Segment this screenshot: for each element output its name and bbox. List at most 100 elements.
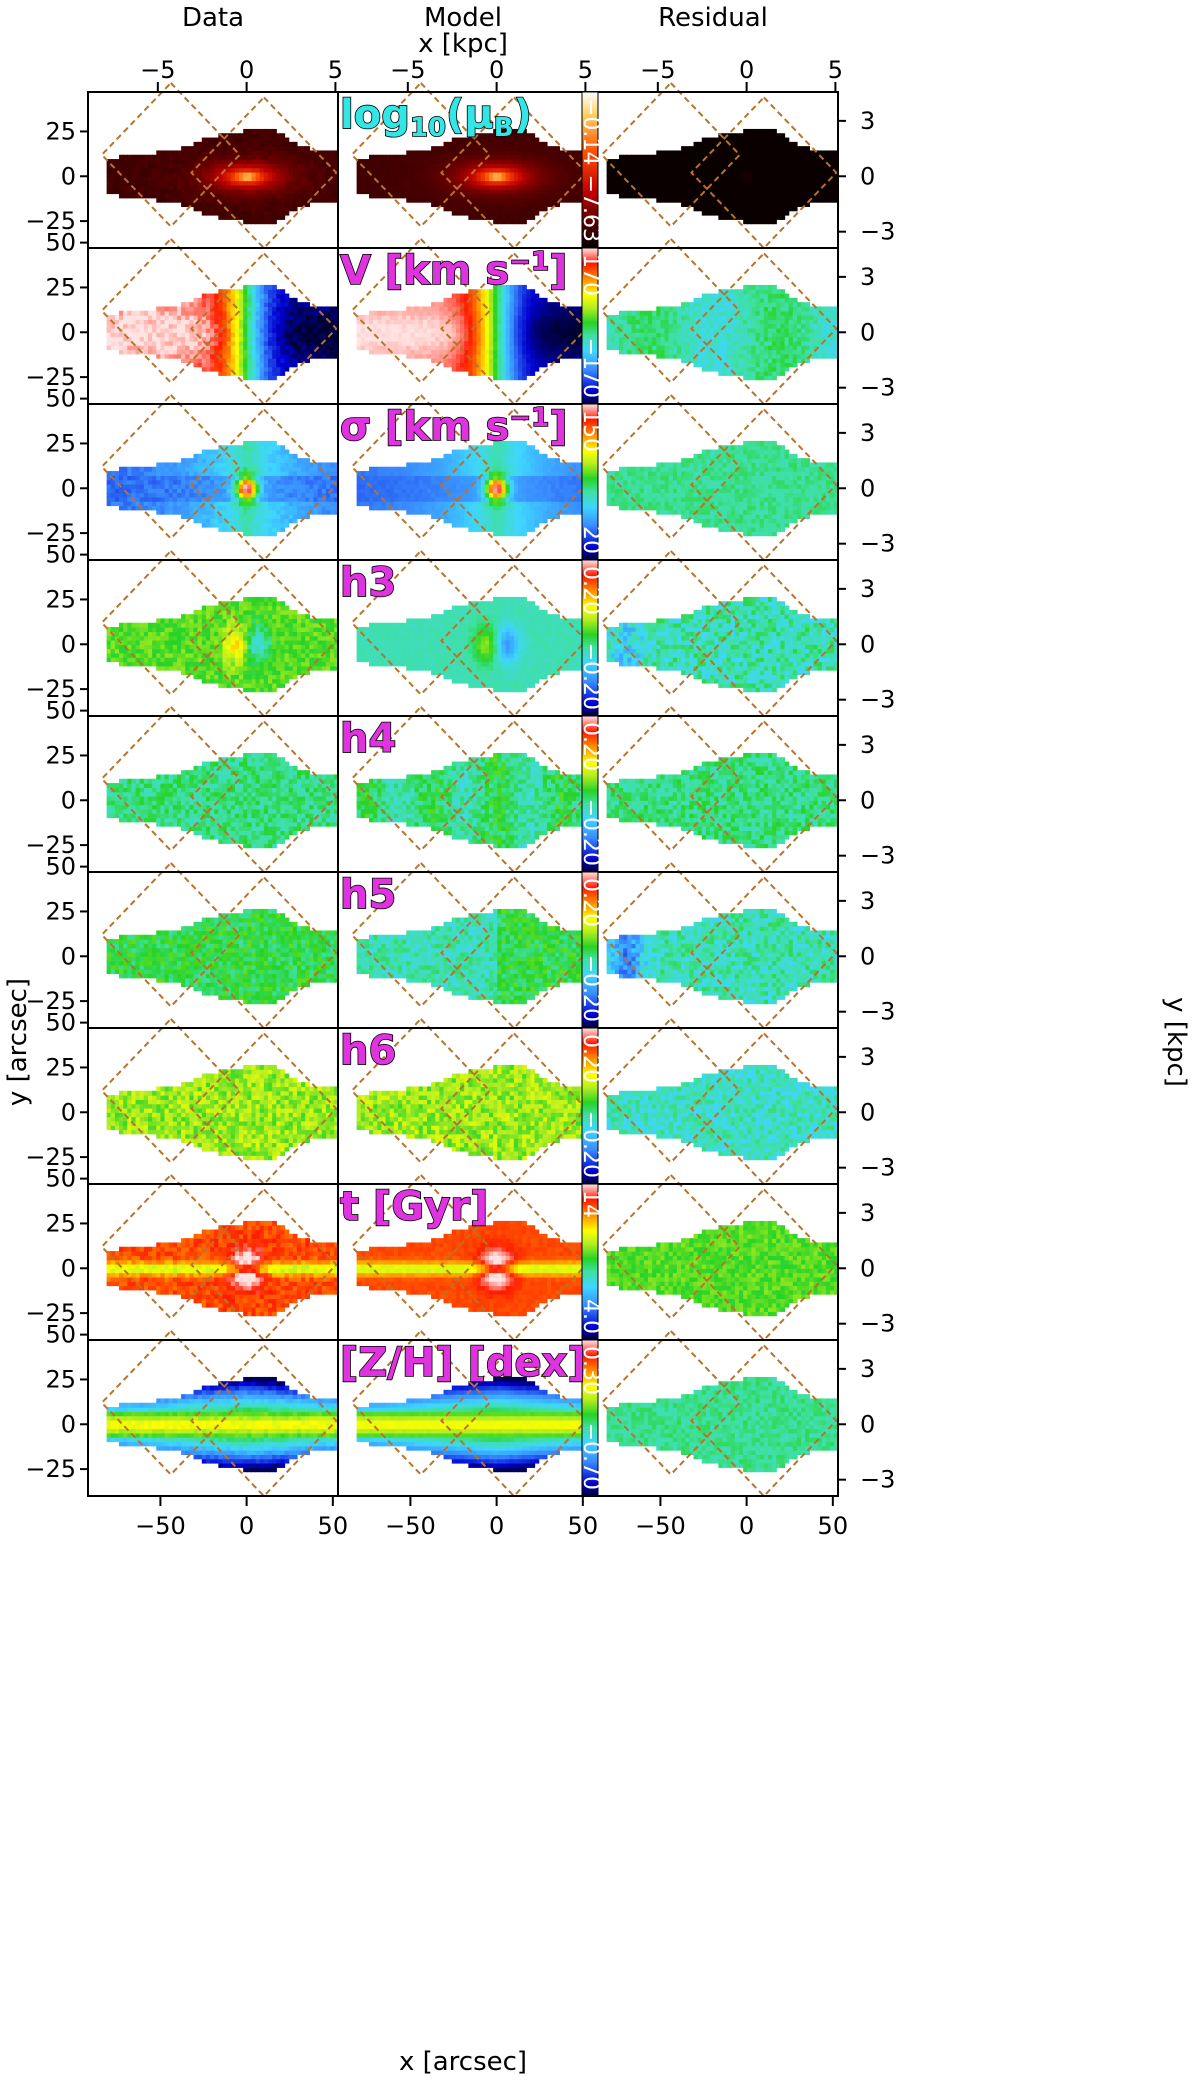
map-pixel <box>788 353 794 359</box>
map-pixel <box>722 345 728 351</box>
map-pixel <box>259 133 265 139</box>
map-pixel <box>534 349 540 355</box>
map-pixel <box>555 159 560 164</box>
map-pixel <box>385 159 391 164</box>
map-pixel <box>668 336 674 342</box>
map-pixel <box>426 184 432 190</box>
map-pixel <box>226 306 232 312</box>
map-pixel <box>263 319 269 325</box>
map-pixel <box>522 297 527 303</box>
map-pixel <box>635 193 641 199</box>
map-pixel <box>152 154 157 160</box>
map-pixel <box>730 159 736 164</box>
map-pixel <box>422 180 428 186</box>
map-pixel <box>809 189 815 195</box>
map-pixel <box>288 362 294 368</box>
map-pixel <box>234 319 240 325</box>
map-pixel <box>119 167 124 173</box>
map-pixel <box>513 371 519 376</box>
map-pixel <box>522 366 527 372</box>
map-pixel <box>652 159 657 164</box>
map-pixel <box>218 327 224 333</box>
map-pixel <box>455 358 461 363</box>
map-pixel <box>152 323 157 329</box>
map-pixel <box>276 180 282 186</box>
map-pixel <box>164 189 170 195</box>
map-pixel <box>509 210 515 216</box>
map-pixel <box>110 323 116 329</box>
map-pixel <box>309 176 315 182</box>
map-pixel <box>443 349 449 355</box>
map-pixel <box>567 180 573 186</box>
map-pixel <box>156 353 162 359</box>
map-pixel <box>830 159 835 164</box>
map-pixel <box>718 189 724 195</box>
map-pixel <box>693 362 699 368</box>
map-pixel <box>705 302 711 308</box>
map-pixel <box>685 349 690 355</box>
map-pixel <box>493 184 498 190</box>
map-pixel <box>243 289 248 295</box>
map-pixel <box>505 146 511 152</box>
map-pixel <box>268 154 273 160</box>
map-pixel <box>522 159 527 164</box>
map-pixel <box>189 197 195 203</box>
map-pixel <box>247 215 253 220</box>
map-pixel <box>513 353 519 359</box>
map-pixel <box>460 319 465 325</box>
map-pixel <box>119 193 124 199</box>
map-pixel <box>571 349 577 355</box>
map-pixel <box>563 167 569 173</box>
map-pixel <box>635 345 641 351</box>
map-pixel <box>330 154 335 160</box>
map-pixel <box>239 141 244 147</box>
map-pixel <box>305 171 310 177</box>
map-pixel <box>563 150 569 156</box>
map-pixel <box>243 327 248 333</box>
map-pixel <box>455 171 461 177</box>
map-pixel <box>148 176 153 182</box>
map-pixel <box>784 358 790 363</box>
map-pixel <box>693 310 699 316</box>
map-pixel <box>284 306 290 312</box>
map-pixel <box>239 302 244 308</box>
map-pixel <box>538 184 544 190</box>
map-pixel <box>497 327 503 333</box>
map-pixel <box>426 159 432 164</box>
map-pixel <box>447 310 453 316</box>
map-pixel <box>493 189 498 195</box>
map-pixel <box>426 315 432 320</box>
map-pixel <box>406 319 412 325</box>
map-pixel <box>501 349 507 355</box>
map-pixel <box>110 180 116 186</box>
map-pixel <box>722 358 728 363</box>
map-pixel <box>230 141 236 147</box>
map-pixel <box>185 176 190 182</box>
map-pixel <box>414 353 420 359</box>
map-pixel <box>284 150 290 156</box>
map-pixel <box>472 180 478 186</box>
map-pixel <box>292 193 298 199</box>
map-pixel <box>505 284 511 290</box>
map-pixel <box>205 189 211 195</box>
map-pixel <box>251 340 257 346</box>
map-pixel <box>643 349 649 355</box>
map-pixel <box>493 210 498 216</box>
map-pixel <box>259 358 265 363</box>
map-pixel <box>210 184 215 190</box>
map-pixel <box>726 146 732 152</box>
map-pixel <box>119 154 124 160</box>
map-pixel <box>197 141 203 147</box>
map-pixel <box>234 133 240 139</box>
map-pixel <box>631 332 637 338</box>
map-pixel <box>201 150 207 156</box>
map-pixel <box>513 336 519 342</box>
map-pixel <box>648 310 653 316</box>
map-pixel <box>747 293 753 299</box>
map-pixel <box>439 319 445 325</box>
map-pixel <box>172 184 178 190</box>
map-pixel <box>172 159 178 164</box>
map-pixel <box>309 340 315 346</box>
map-pixel <box>718 176 724 182</box>
map-pixel <box>718 159 724 164</box>
